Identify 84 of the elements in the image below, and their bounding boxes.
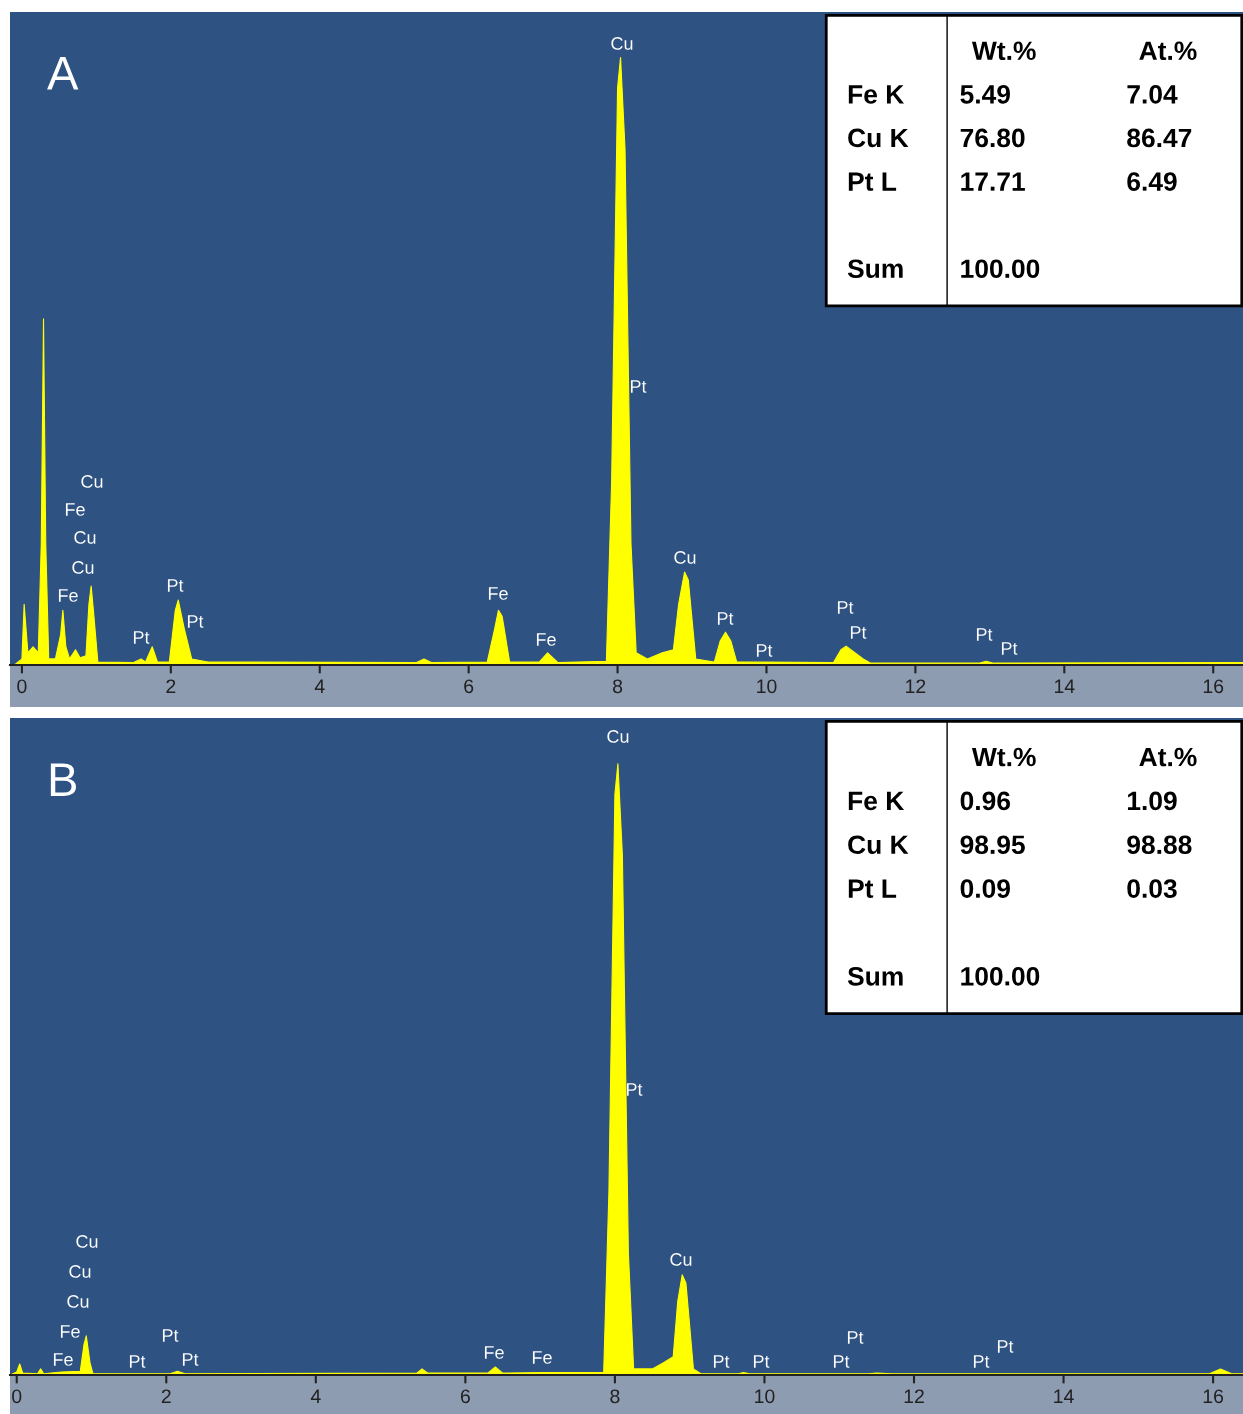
- annotation: 6.49: [1127, 172, 1177, 191]
- x-tick-label: 2: [166, 679, 176, 693]
- annotation: Cu: [74, 531, 96, 544]
- annotation: Cu: [76, 1235, 98, 1248]
- annotation: 1.09: [1127, 791, 1177, 811]
- annotation: Pt L: [848, 172, 897, 191]
- annotation: Cu: [67, 1295, 89, 1308]
- annotation: Pt: [847, 1331, 864, 1344]
- annotation: B: [50, 763, 76, 796]
- annotation: 7.04: [1127, 85, 1178, 104]
- annotation: 76.80: [960, 128, 1025, 148]
- x-tick-label: 0: [17, 679, 27, 694]
- annotation: Pt: [973, 1355, 990, 1368]
- annotation: 0.09: [960, 879, 1010, 898]
- annotation: Fe: [58, 589, 78, 602]
- x-tick-label: 6: [460, 1389, 470, 1404]
- annotation: Fe: [488, 587, 508, 600]
- annotation: Cu K: [848, 835, 909, 855]
- annotation: 100.00: [961, 966, 1040, 986]
- annotation: At.%: [1139, 747, 1197, 767]
- x-tick-label: 12: [904, 1389, 924, 1403]
- annotation: Pt: [976, 628, 993, 641]
- annotation: Cu: [72, 561, 94, 574]
- x-tick-label: 8: [610, 1389, 620, 1404]
- annotation: 98.95: [960, 835, 1025, 855]
- annotation: Pt: [756, 644, 773, 657]
- x-tick-label: 14: [1054, 1389, 1074, 1403]
- annotation: Pt L: [848, 879, 897, 898]
- annotation: Pt: [850, 626, 867, 639]
- annotation: 98.88: [1127, 835, 1192, 855]
- annotation: Fe K: [848, 85, 905, 104]
- annotation: Pt: [167, 579, 184, 592]
- annotation: 100.00: [961, 259, 1040, 279]
- annotation: Sum: [847, 259, 903, 279]
- annotation: Pt: [717, 612, 734, 625]
- annotation: Fe: [60, 1325, 80, 1338]
- annotation: Cu: [670, 1253, 692, 1266]
- annotation: Cu K: [848, 128, 909, 148]
- text: Cu: [611, 37, 633, 50]
- x-tick-label: 2: [161, 1389, 171, 1403]
- annotation: Fe: [53, 1353, 73, 1366]
- annotation: Pt: [162, 1329, 179, 1342]
- x-tick-label: 0: [12, 1389, 22, 1404]
- x-tick-label: 12: [906, 679, 926, 693]
- text: Cu: [607, 730, 629, 743]
- x-tick-label: 8: [613, 679, 623, 694]
- x-tick-label: 14: [1054, 679, 1075, 693]
- annotation: Fe: [536, 633, 556, 646]
- annotation: 86.47: [1127, 128, 1192, 148]
- x-tick-label: 10: [757, 679, 777, 694]
- x-tick-label: 16: [1203, 1389, 1224, 1404]
- annotation: Cu: [69, 1265, 91, 1278]
- annotation: Pt: [133, 631, 150, 644]
- annotation: 0.03: [1127, 879, 1177, 898]
- x-tick-label: 16: [1203, 679, 1224, 694]
- annotation: Fe: [532, 1351, 552, 1364]
- annotation: Pt: [713, 1355, 730, 1368]
- annotation: Fe: [65, 503, 85, 516]
- annotation: Wt.%: [971, 747, 1036, 767]
- x-tick-label: 10: [755, 1389, 775, 1404]
- annotation: Pt: [187, 615, 204, 628]
- annotation: Pt: [833, 1355, 850, 1368]
- annotation: Wt.%: [971, 41, 1036, 61]
- annotation: Fe: [484, 1346, 504, 1359]
- annotation: Fe K: [848, 791, 905, 811]
- x-tick-label: 4: [314, 679, 325, 693]
- annotation: At.%: [1139, 41, 1197, 61]
- x-tick-label: 6: [464, 679, 474, 694]
- annotation: Pt: [129, 1355, 146, 1368]
- annotation: Pt: [997, 1340, 1014, 1353]
- x-tick-label: 4: [310, 1389, 321, 1403]
- annotation: Cu: [81, 475, 103, 488]
- annotation: Pt: [626, 1083, 643, 1096]
- annotation: Pt: [182, 1353, 199, 1366]
- annotation: Sum: [847, 966, 903, 986]
- annotation: A: [47, 57, 79, 90]
- annotation: 17.71: [961, 172, 1025, 191]
- annotation: Pt: [1001, 642, 1018, 655]
- annotation: Pt: [837, 601, 854, 614]
- annotation: 5.49: [960, 85, 1010, 104]
- annotation: Pt: [753, 1355, 770, 1368]
- annotation: 0.96: [960, 791, 1011, 811]
- annotation: Cu: [674, 551, 696, 564]
- annotation: Pt: [630, 380, 647, 393]
